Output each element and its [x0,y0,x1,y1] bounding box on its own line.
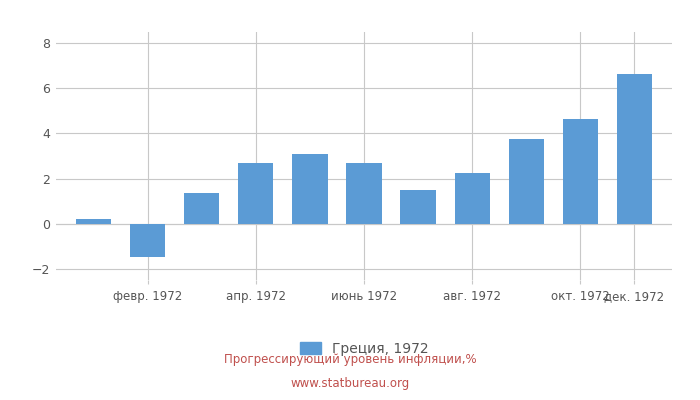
Bar [76,219,111,224]
Legend: Греция, 1972: Греция, 1972 [300,342,428,356]
Bar [239,163,274,224]
Bar [617,74,652,224]
Text: www.statbureau.org: www.statbureau.org [290,378,410,390]
Bar [400,190,435,224]
Text: Прогрессирующий уровень инфляции,%: Прогрессирующий уровень инфляции,% [224,354,476,366]
Bar [563,119,598,224]
Bar [346,163,382,224]
Bar [293,154,328,224]
Bar [508,139,544,224]
Bar [130,224,165,258]
Bar [454,173,489,224]
Bar [184,193,220,224]
